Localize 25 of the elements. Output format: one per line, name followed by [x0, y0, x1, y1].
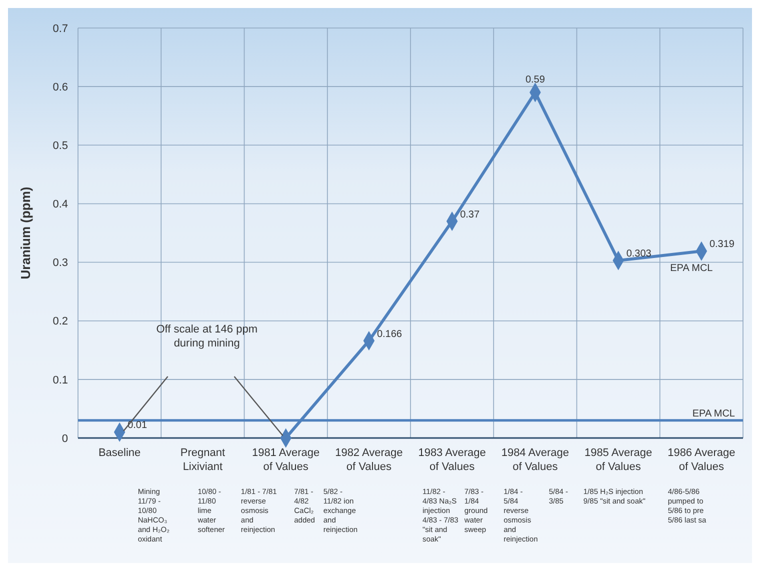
annotation: EPA MCL: [670, 263, 714, 274]
data-label: 0.319: [709, 239, 735, 250]
x-tick-label: 1985 Average of Values: [584, 447, 652, 473]
y-tick-label: 0: [62, 432, 68, 445]
data-label: 0.303: [626, 248, 652, 260]
x-tick-label: Pregnant Lixiviant: [180, 447, 226, 473]
x-tick-label: 1983 Average of Values: [418, 447, 486, 473]
y-tick-label: 0.3: [52, 257, 68, 270]
annotation: Off scale at 146 ppm during mining: [156, 324, 258, 350]
y-tick-label: 0.1: [52, 374, 68, 386]
y-axis-title: Uranium (ppm): [18, 186, 33, 280]
x-tick-label: Baseline: [98, 447, 141, 459]
data-label: 0.59: [525, 74, 546, 86]
y-tick-label: 0.4: [52, 198, 68, 211]
y-tick-label: 0.5: [52, 140, 68, 152]
x-tick-label: 1981 Average of Values: [252, 447, 320, 473]
x-tick-label: 1984 Average of Values: [501, 447, 570, 473]
y-tick-label: 0.6: [52, 81, 68, 94]
y-tick-label: 0.2: [52, 316, 68, 328]
data-label: 0.37: [460, 209, 480, 220]
x-tick-label: 1986 Average of Values: [668, 447, 736, 473]
y-tick-label: 0.7: [52, 22, 68, 35]
data-label: 0.166: [376, 328, 402, 340]
ref-line-label: EPA MCL: [692, 408, 736, 420]
x-tick-label: 1982 Average of Values: [335, 447, 403, 473]
